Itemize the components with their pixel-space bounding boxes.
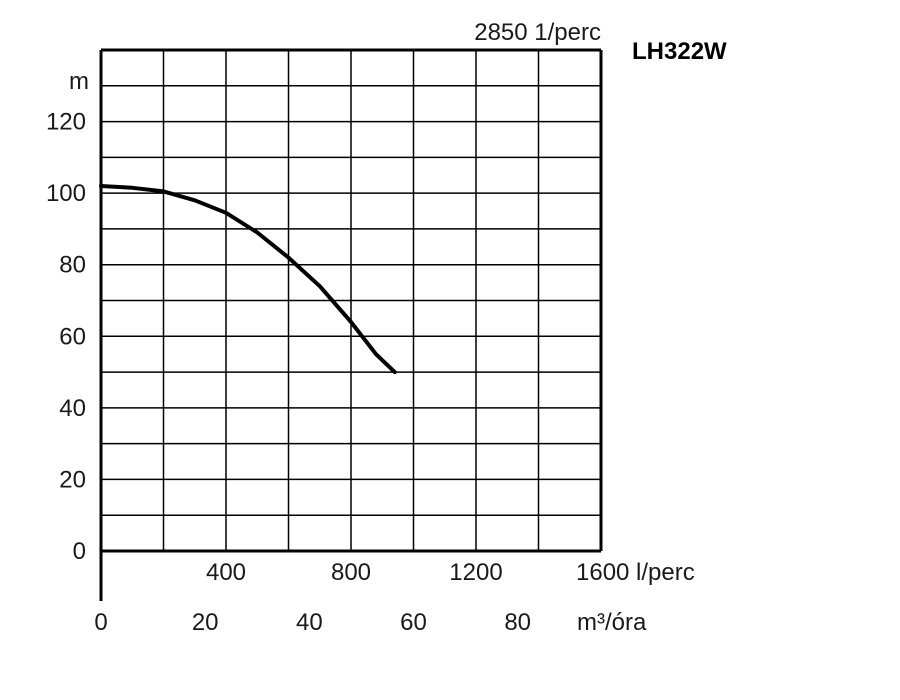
y-tick-label: 100 bbox=[46, 180, 86, 207]
x-secondary-tick-label: 40 bbox=[296, 609, 323, 636]
x-secondary-tick-label: 60 bbox=[400, 609, 427, 636]
x-primary-tick-label: 1600 l/perc bbox=[576, 559, 695, 586]
chart-title: LH322W bbox=[632, 38, 727, 65]
y-axis-unit-label: m bbox=[69, 68, 89, 95]
y-tick-label: 0 bbox=[73, 538, 86, 565]
label-layer: 0 20 40 60 80 100 120 400 800 1200 1600 l/perc 0 20 4… bbox=[46, 109, 695, 636]
y-tick-label: 80 bbox=[59, 252, 86, 279]
grid bbox=[101, 50, 601, 551]
x-secondary-tick-label: 0 bbox=[94, 609, 107, 636]
x-primary-tick-label: 400 bbox=[206, 559, 246, 586]
x-primary-tick-label: 800 bbox=[331, 559, 371, 586]
y-tick-label: 120 bbox=[46, 109, 86, 136]
y-tick-label: 20 bbox=[59, 466, 86, 493]
x-primary-tick-label: 1200 bbox=[449, 559, 502, 586]
plot-frame bbox=[99, 48, 603, 601]
y-tick-label: 40 bbox=[59, 395, 86, 422]
chart-subtitle: 2850 1/perc bbox=[474, 19, 601, 46]
x-secondary-tick-label: 20 bbox=[192, 609, 219, 636]
curve-layer bbox=[99, 184, 397, 375]
x-secondary-axis-unit-label: m³/óra bbox=[577, 609, 647, 636]
pump-curve-line bbox=[99, 184, 397, 375]
x-secondary-tick-label: 80 bbox=[504, 609, 531, 636]
y-tick-label: 60 bbox=[59, 323, 86, 350]
